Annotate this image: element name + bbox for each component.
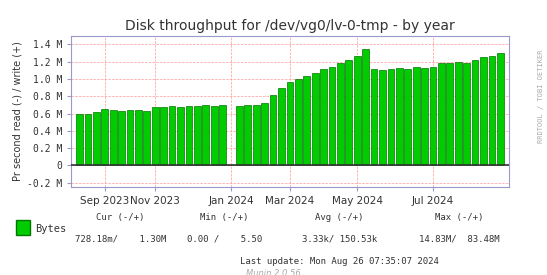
Bar [127, 110, 133, 165]
Bar [143, 111, 150, 165]
Bar [396, 68, 403, 165]
Bar [438, 64, 445, 165]
Bar [287, 82, 293, 165]
Bar [371, 68, 377, 165]
Bar [446, 64, 453, 165]
Bar [455, 62, 462, 165]
Bar [320, 70, 327, 165]
Bar [219, 105, 226, 165]
Bar [362, 49, 369, 165]
Title: Disk throughput for /dev/vg0/lv-0-tmp - by year: Disk throughput for /dev/vg0/lv-0-tmp - … [125, 19, 455, 33]
Bar [346, 60, 352, 165]
Bar [497, 53, 504, 165]
Bar [379, 70, 386, 165]
Bar [421, 68, 428, 165]
Bar [245, 105, 251, 165]
Bar [236, 106, 243, 165]
Bar [93, 112, 100, 165]
Text: RRDTOOL / TOBI OETIKER: RRDTOOL / TOBI OETIKER [538, 50, 544, 143]
Bar [160, 108, 167, 165]
Bar [118, 111, 125, 165]
Bar [228, 164, 234, 165]
Bar [152, 108, 159, 165]
Bar [261, 103, 268, 165]
Bar [387, 70, 394, 165]
Bar [463, 62, 470, 165]
Bar [295, 79, 302, 165]
Text: 728.18m/    1.30M: 728.18m/ 1.30M [74, 235, 166, 244]
Bar [185, 106, 193, 165]
Text: 14.83M/  83.48M: 14.83M/ 83.48M [419, 235, 500, 244]
Bar [202, 105, 209, 165]
Bar [354, 56, 360, 165]
Text: Cur (-/+): Cur (-/+) [96, 213, 144, 222]
Y-axis label: Pr second read (-) / write (+): Pr second read (-) / write (+) [13, 42, 22, 181]
Bar [211, 106, 218, 165]
Text: Last update: Mon Aug 26 07:35:07 2024: Last update: Mon Aug 26 07:35:07 2024 [240, 257, 439, 266]
Text: Bytes: Bytes [36, 224, 67, 234]
Bar [76, 114, 83, 165]
Text: Munin 2.0.56: Munin 2.0.56 [246, 269, 301, 275]
Bar [168, 106, 176, 165]
Text: Avg (-/+): Avg (-/+) [315, 213, 363, 222]
Bar [101, 109, 108, 165]
Bar [404, 68, 411, 165]
Text: 0.00 /    5.50: 0.00 / 5.50 [187, 235, 262, 244]
Bar [488, 56, 495, 165]
Bar [110, 110, 117, 165]
Bar [194, 106, 201, 165]
Bar [480, 57, 487, 165]
Bar [135, 110, 142, 165]
Bar [472, 60, 479, 165]
Bar [304, 76, 310, 165]
Bar [270, 95, 276, 165]
Text: Max (-/+): Max (-/+) [435, 213, 484, 222]
Bar [85, 114, 91, 165]
Bar [413, 67, 420, 165]
Text: Min (-/+): Min (-/+) [200, 213, 248, 222]
Text: 3.33k/ 150.53k: 3.33k/ 150.53k [301, 235, 377, 244]
Bar [278, 88, 285, 165]
Bar [253, 105, 260, 165]
Bar [337, 64, 344, 165]
Bar [177, 107, 184, 165]
Bar [312, 73, 318, 165]
Bar [429, 67, 437, 165]
Bar [329, 67, 335, 165]
